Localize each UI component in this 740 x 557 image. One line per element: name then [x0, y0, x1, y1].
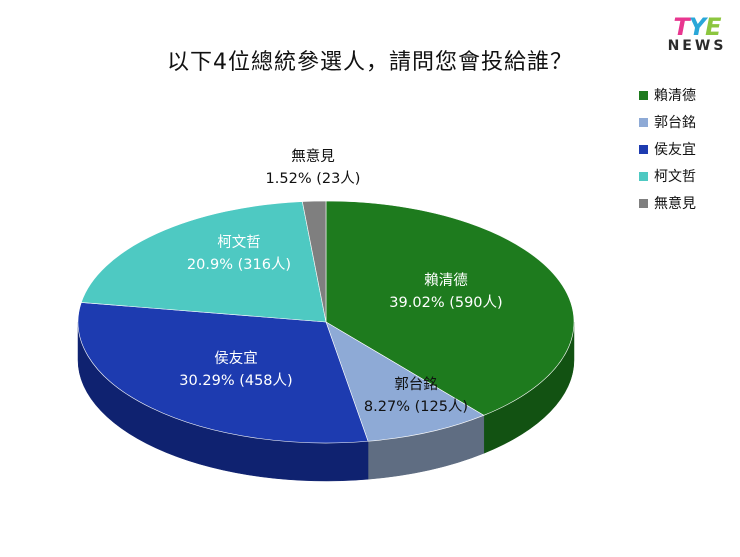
slice-label-value: 30.29% (458人): [179, 373, 293, 389]
legend-item: 柯文哲: [639, 167, 735, 185]
pie-slice-3: [77, 302, 369, 444]
slice-label-3: 侯友宜 30.29% (458人): [179, 348, 292, 392]
legend-swatch: [639, 144, 648, 154]
logo-news: NEWS: [667, 38, 727, 54]
pie-slice-5: [301, 200, 327, 323]
chart-title: 以下4位總統參選人，請問您會投給誰？: [167, 50, 573, 75]
legend-swatch: [639, 198, 648, 208]
legend-label: 侯友宜: [654, 142, 696, 158]
pie-slice-2: [325, 321, 485, 442]
logo-letter-e: E: [705, 13, 721, 41]
legend-item: 郭台銘: [639, 113, 735, 131]
slice-label-value: 20.9% (316人): [186, 257, 292, 273]
legend-label: 郭台銘: [654, 115, 696, 131]
legend-label: 無意見: [654, 196, 696, 212]
legend-swatch: [639, 90, 648, 100]
slice-label-name: 郭台銘: [394, 377, 438, 393]
pie-top-face: [77, 200, 575, 444]
brand-logo: TYE NEWS: [664, 14, 730, 58]
legend-swatch: [639, 171, 648, 181]
legend-label: 賴清德: [654, 88, 696, 104]
slice-label-value: 1.52% (23人): [265, 171, 361, 187]
slice-label-2: 郭台銘 8.27% (125人): [364, 374, 468, 418]
legend-item: 無意見: [639, 194, 735, 212]
logo-letter-y: Y: [688, 13, 706, 41]
slice-label-5: 無意見 1.52% (23人): [266, 146, 361, 190]
logo-letter-t: T: [673, 13, 689, 41]
slice-label-name: 無意見: [291, 149, 335, 165]
slice-label-name: 賴清德: [424, 273, 468, 289]
slice-label-name: 柯文哲: [217, 235, 261, 251]
slice-label-name: 侯友宜: [214, 351, 258, 367]
pie-slice-1: [325, 200, 575, 416]
legend: 賴清德郭台銘侯友宜柯文哲無意見: [639, 86, 735, 221]
legend-item: 侯友宜: [639, 140, 735, 158]
legend-item: 賴清德: [639, 86, 735, 104]
slice-label-4: 柯文哲 20.9% (316人): [187, 232, 291, 276]
pie-slice-4: [80, 201, 327, 323]
slice-label-value: 39.02% (590人): [389, 295, 503, 311]
slice-label-value: 8.27% (125人): [363, 399, 469, 415]
slice-label-1: 賴清德 39.02% (590人): [389, 270, 502, 314]
legend-label: 柯文哲: [654, 169, 696, 185]
legend-swatch: [639, 117, 648, 127]
